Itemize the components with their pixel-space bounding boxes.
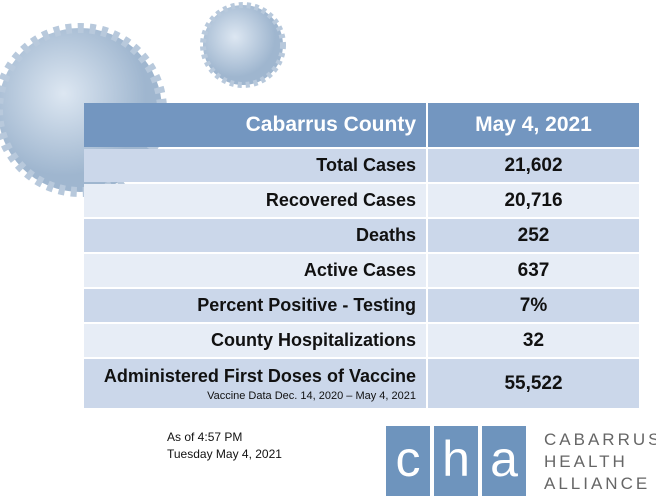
label-text: Active Cases (303, 260, 416, 280)
header-cell: Cabarrus County (84, 103, 426, 147)
logo-word: ALLIANCE (544, 474, 651, 493)
row-value: 637 (428, 254, 639, 287)
label-text: Total Cases (316, 155, 416, 175)
logo-word: HEALTH (544, 452, 628, 471)
label-text: Percent Positive - Testing (197, 295, 416, 315)
logo-word: CABARRUS (544, 430, 656, 449)
logo-letter: c (386, 426, 430, 496)
row-value: 21,602 (428, 149, 639, 182)
timestamp: As of 4:57 PM (167, 430, 243, 444)
row-value: 20,716 (428, 184, 639, 217)
label-text: County Hospitalizations (210, 330, 416, 350)
row-label: Active Cases (84, 254, 426, 287)
header-cell: May 4, 2021 (428, 103, 639, 147)
timestamp: Tuesday May 4, 2021 (167, 447, 282, 461)
row-value: 55,522 (428, 359, 639, 408)
label-text: Recovered Cases (265, 190, 416, 210)
row-label: Percent Positive - Testing (84, 289, 426, 322)
row-label: County Hospitalizations (84, 324, 426, 357)
label-text: Administered First Doses of Vaccine (103, 365, 416, 386)
row-note: Vaccine Data Dec. 14, 2020 – May 4, 2021 (207, 389, 416, 402)
row-label: Recovered Cases (84, 184, 426, 217)
label-text: Deaths (355, 225, 416, 245)
row-value: 32 (428, 324, 639, 357)
row-label: Administered First Doses of Vaccine Vacci… (84, 359, 426, 408)
logo-letter: a (482, 426, 526, 496)
row-value: 7% (428, 289, 639, 322)
logo-letter: h (434, 426, 478, 496)
row-value: 252 (428, 219, 639, 252)
row-label: Deaths (84, 219, 426, 252)
row-label: Total Cases (84, 149, 426, 182)
